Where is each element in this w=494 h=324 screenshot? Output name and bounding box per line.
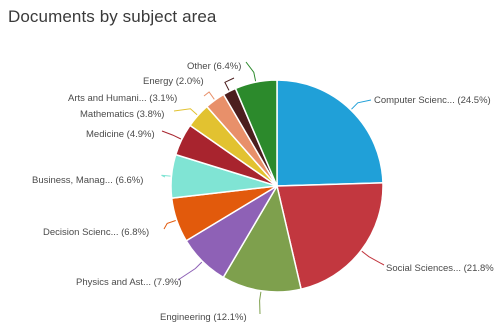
leader-line — [161, 130, 182, 140]
leader-line — [161, 174, 171, 178]
slice-label: Business, Manag... (6.6%) — [32, 175, 143, 186]
leader-line — [361, 250, 385, 266]
pie-slice-computer-science[interactable] — [276, 79, 384, 187]
leader-line — [259, 291, 262, 315]
leader-line — [177, 261, 203, 281]
page-title: Documents by subject area — [8, 7, 217, 26]
leader-line — [203, 91, 215, 100]
pie-slices — [170, 79, 384, 293]
slice-label: Physics and Ast... (7.9%) — [76, 277, 182, 288]
slice-label: Decision Scienc... (6.8%) — [43, 227, 149, 238]
pie-slice-other[interactable] — [234, 79, 278, 187]
slice-label: Medicine (4.9%) — [86, 129, 155, 140]
slice-label: Computer Scienc... (24.5%) — [374, 95, 491, 106]
leader-line — [351, 99, 372, 110]
slice-label: Arts and Humani... (3.1%) — [68, 93, 177, 104]
leader-line — [173, 108, 198, 116]
pie-slice-engineering[interactable] — [222, 184, 303, 293]
slice-labels: Computer Scienc... (24.5%) Social Science… — [32, 61, 494, 323]
slice-label: Other (6.4%) — [187, 61, 241, 72]
pie-slice-social-sciences[interactable] — [276, 182, 384, 291]
leader-line — [245, 61, 257, 82]
slice-label: Energy (2.0%) — [143, 76, 204, 87]
label-leader-lines — [161, 61, 385, 315]
slice-label: Engineering (12.1%) — [160, 312, 247, 323]
leader-line — [163, 220, 176, 230]
leader-line — [224, 77, 235, 91]
slice-label: Mathematics (3.8%) — [80, 109, 164, 120]
slice-label: Social Sciences... (21.8%) — [386, 263, 494, 274]
